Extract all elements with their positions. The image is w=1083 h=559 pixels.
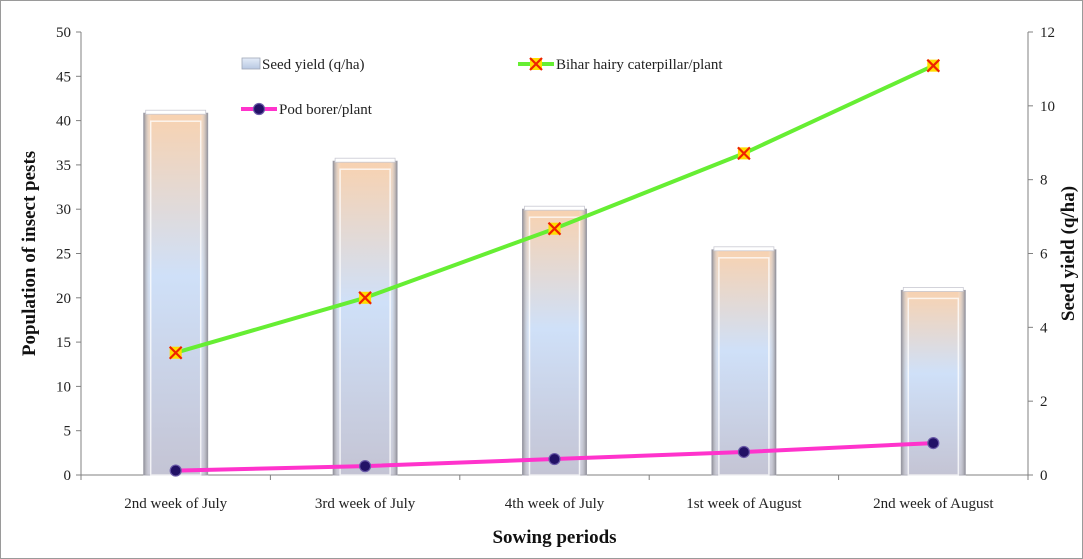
caterpillar-point	[168, 345, 183, 360]
legend-swatch-marker	[529, 57, 543, 71]
bar	[711, 246, 777, 476]
bar-cap	[902, 287, 964, 292]
bar-cap	[713, 246, 775, 252]
caterpillar-point	[737, 146, 751, 161]
y-tick-label: 45	[56, 69, 71, 85]
caterpillar-point	[358, 291, 372, 305]
legend-label: Bihar hairy caterpillar/plant	[556, 57, 723, 73]
y2-tick-label: 2	[1040, 394, 1048, 410]
bar-shade	[333, 161, 398, 476]
y-tick-label: 25	[56, 247, 71, 263]
legend: Seed yield (q/ha) Bihar hairy caterpillar…	[241, 57, 723, 118]
y-tick-label: 10	[56, 379, 71, 395]
y2-tick-label: 12	[1040, 25, 1055, 41]
legend-swatch-bar	[241, 57, 261, 70]
legend-label: Pod borer/plant	[279, 102, 373, 118]
legend-item-seed-yield: Seed yield (q/ha)	[241, 57, 364, 73]
pod-borer-point	[169, 464, 182, 477]
y2-tick-label: 8	[1040, 173, 1048, 189]
bar	[143, 109, 209, 476]
x-tick-label: 3rd week of July	[315, 496, 416, 512]
pod-borer-point	[359, 460, 372, 473]
y2-tick-label: 0	[1040, 468, 1048, 484]
bar	[332, 157, 398, 476]
y-tick-label: 40	[56, 114, 71, 130]
y-tick-label: 0	[64, 468, 72, 484]
pod-borer-point	[737, 445, 751, 459]
caterpillar-point-cross	[926, 58, 941, 73]
legend-item-pod-borer: Pod borer/plant	[241, 102, 373, 118]
bar-shade	[143, 113, 208, 475]
y-tick-label: 35	[56, 158, 71, 174]
y2-tick-label: 6	[1040, 247, 1048, 263]
bar-shade	[522, 209, 587, 475]
bar-shade	[711, 249, 776, 475]
x-tick-label: 4th week of July	[505, 496, 605, 512]
axis-titles: Sowing periods Population of insect pests…	[19, 151, 1079, 548]
y-tick-label: 20	[56, 291, 71, 307]
y-tick-label: 15	[56, 335, 71, 351]
bar-bevel	[339, 168, 391, 476]
caterpillar-point	[926, 58, 941, 73]
x-axis-title: Sowing periods	[492, 527, 616, 548]
axes: 0 5 10 15 20 25 30 35 40 45 50 0 2 4 6 8 10 12 2nd week of…	[56, 25, 1055, 512]
pod-borer-point	[927, 437, 940, 450]
y2-tick-label: 4	[1040, 320, 1048, 336]
caterpillar-point-cross	[168, 345, 183, 360]
caterpillar-point	[547, 221, 562, 236]
y-axis-title: Population of insect pests	[19, 151, 40, 356]
x-tick-label: 1st week of August	[686, 496, 802, 512]
bar-cap	[145, 109, 207, 115]
y2-tick-label: 10	[1040, 99, 1055, 115]
caterpillar-point-cross	[737, 146, 751, 161]
line-series	[168, 58, 941, 477]
bar-cap	[334, 157, 396, 163]
y-tick-label: 30	[56, 202, 71, 218]
x-tick-label: 2nd week of July	[124, 496, 227, 512]
bar	[522, 205, 587, 476]
x-tick-label: 2nd week of August	[873, 496, 994, 512]
bar-bevel	[907, 297, 960, 476]
y-tick-label: 5	[64, 424, 72, 440]
y2-axis-title: Seed yield (q/ha)	[1058, 186, 1079, 321]
bar-bevel	[528, 216, 581, 476]
legend-item-caterpillar: Bihar hairy caterpillar/plant	[518, 57, 723, 73]
pod-borer-point	[548, 452, 561, 466]
y-tick-label: 50	[56, 25, 71, 41]
legend-label: Seed yield (q/ha)	[262, 57, 364, 73]
caterpillar-point-cross	[358, 291, 372, 305]
bar-bevel	[718, 257, 770, 476]
bar-series-seed-yield	[143, 109, 966, 476]
bar-cap	[524, 205, 585, 211]
caterpillar-point-cross	[547, 221, 562, 236]
legend-swatch-marker	[252, 102, 266, 116]
